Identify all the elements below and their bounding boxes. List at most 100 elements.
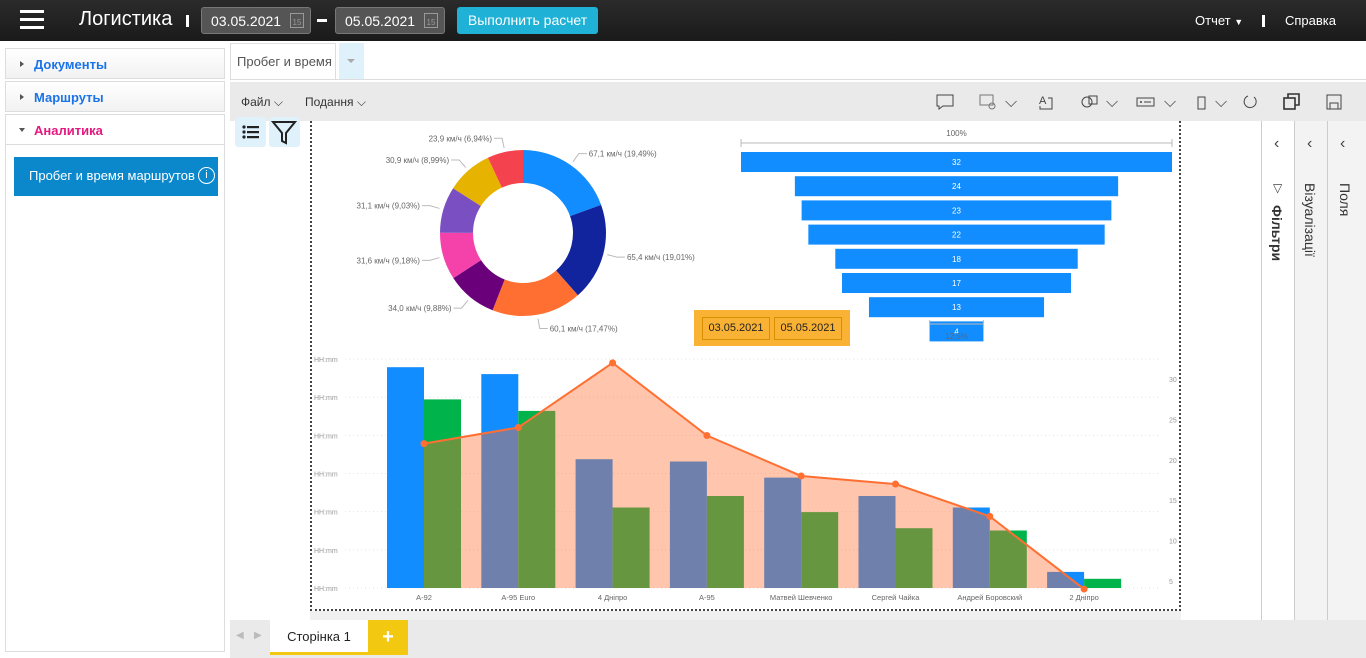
chevron-down-icon[interactable]: ⌵ bbox=[1106, 94, 1119, 111]
column-bar-blue bbox=[1047, 571, 1085, 588]
tab-dropdown-button[interactable] bbox=[339, 43, 364, 80]
nav-mileage-time-routes[interactable]: Пробег и время маршрутов i bbox=[14, 157, 218, 196]
scroll-left-icon[interactable]: ◀ bbox=[236, 630, 244, 641]
line-area-fill bbox=[424, 362, 1085, 590]
funnel-bar bbox=[741, 152, 1172, 172]
x-axis-tick: Матвей Шевченко bbox=[770, 593, 833, 602]
divider bbox=[230, 79, 1366, 80]
funnel-top-scale bbox=[740, 139, 1173, 147]
left-axis-tick: HH:mm bbox=[314, 433, 338, 440]
chevron-down-icon[interactable]: ⌵ bbox=[1005, 94, 1018, 111]
sidebar-item-label: Аналитика bbox=[34, 123, 103, 138]
save-icon[interactable] bbox=[1324, 92, 1344, 112]
sidebar-item-analytics[interactable]: Аналитика bbox=[5, 114, 225, 145]
funnel-bar-label: 32 bbox=[952, 158, 961, 167]
right-axis-tick: 5 bbox=[1169, 579, 1173, 586]
app-title: Логистика bbox=[79, 8, 173, 30]
funnel-bar bbox=[794, 176, 1119, 197]
donut-data-label: 65,4 км/ч (19,01%) bbox=[627, 253, 695, 262]
funnel-bar bbox=[842, 273, 1071, 293]
sidebar-item-documents[interactable]: Документы bbox=[5, 48, 225, 79]
add-page-button[interactable]: + bbox=[368, 620, 408, 655]
slicer-date-from[interactable]: 03.05.2021 bbox=[702, 317, 770, 340]
column-bar-blue bbox=[764, 477, 802, 588]
funnel-bar bbox=[929, 321, 984, 342]
view-menu[interactable]: Подання ⌵ bbox=[305, 95, 366, 110]
donut-leader-line bbox=[421, 257, 440, 261]
column-bar-blue bbox=[387, 367, 424, 588]
date-to-value: 05.05.2021 bbox=[345, 13, 416, 29]
comment-icon[interactable] bbox=[935, 92, 955, 112]
chevron-left-icon[interactable]: ‹ bbox=[1340, 135, 1346, 152]
file-menu[interactable]: Файл ⌵ bbox=[241, 95, 283, 110]
analytics-panel bbox=[5, 144, 225, 652]
visualizations-label: Візуалізації bbox=[1302, 183, 1318, 257]
line-point bbox=[892, 480, 899, 488]
list-icon bbox=[242, 125, 259, 139]
column-bar-blue bbox=[481, 374, 519, 588]
duplicate-icon[interactable] bbox=[1282, 92, 1302, 112]
scroll-right-icon[interactable]: ▶ bbox=[254, 630, 262, 641]
donut-data-label: 34,0 км/ч (9,88%) bbox=[388, 304, 452, 313]
visualizations-pane[interactable]: ‹ Візуалізації bbox=[1294, 121, 1327, 620]
calendar-icon[interactable]: 15 bbox=[290, 13, 304, 28]
left-axis-tick: HH:mm bbox=[314, 586, 338, 593]
x-axis-tick: 2 Дніпро bbox=[1069, 593, 1099, 602]
slicer-date-to[interactable]: 05.05.2021 bbox=[774, 317, 842, 340]
right-axis-tick: 15 bbox=[1169, 498, 1177, 505]
funnel-bar bbox=[808, 224, 1105, 245]
visual-insights-icon[interactable] bbox=[978, 92, 998, 112]
right-axis-tick: 30 bbox=[1169, 377, 1177, 384]
bookmarks-button[interactable] bbox=[235, 117, 266, 147]
column-bar-blue bbox=[952, 507, 990, 588]
filters-pane[interactable]: ‹ ▽ Фільтри bbox=[1261, 121, 1294, 620]
divider bbox=[186, 15, 189, 27]
caret-down-icon bbox=[19, 128, 25, 132]
sidebar-item-label: Маршруты bbox=[34, 90, 104, 105]
filter-button[interactable] bbox=[269, 117, 300, 147]
right-axis-tick: 20 bbox=[1169, 458, 1177, 465]
chevron-left-icon[interactable]: ‹ bbox=[1274, 135, 1280, 152]
date-to-input[interactable]: 05.05.2021 15 bbox=[335, 7, 445, 34]
column-bar-green bbox=[706, 496, 744, 588]
donut-leader-line bbox=[572, 153, 587, 163]
donut-data-label: 31,6 км/ч (9,18%) bbox=[357, 256, 421, 265]
left-axis-tick: HH:mm bbox=[314, 548, 338, 555]
filter-icon bbox=[270, 121, 298, 145]
text-box-icon[interactable]: A bbox=[1036, 92, 1056, 112]
shapes-icon[interactable] bbox=[1080, 92, 1100, 112]
sidebar-item-routes[interactable]: Маршруты bbox=[5, 81, 225, 112]
chevron-left-icon[interactable]: ‹ bbox=[1307, 135, 1313, 152]
view-menu-label: Подання bbox=[305, 95, 354, 109]
x-axis-tick: A-92 bbox=[416, 593, 432, 602]
donut-data-label: 23,9 км/ч (6,94%) bbox=[429, 134, 493, 143]
calendar-icon[interactable]: 15 bbox=[424, 13, 438, 28]
x-axis-tick: 4 Дніпро bbox=[598, 593, 628, 602]
date-from-input[interactable]: 03.05.2021 15 bbox=[201, 7, 311, 34]
page-size-icon[interactable] bbox=[1192, 92, 1212, 112]
page-tabs-bar: ◀ ▶ bbox=[230, 620, 1366, 658]
fields-pane[interactable]: ‹ Поля bbox=[1327, 121, 1366, 620]
caret-right-icon bbox=[20, 61, 24, 67]
menu-icon[interactable] bbox=[20, 10, 44, 30]
donut-leader-line bbox=[537, 318, 548, 330]
page-tab-1[interactable]: Сторінка 1 bbox=[270, 620, 368, 655]
funnel-bar-label: 17 bbox=[952, 279, 961, 288]
funnel-chart: 100% 32 24 23 22 18 17 13 412,5% bbox=[740, 129, 1173, 342]
info-icon[interactable]: i bbox=[198, 167, 215, 184]
run-calculation-button[interactable]: Выполнить расчет bbox=[457, 7, 598, 34]
funnel-bar-label: 13 bbox=[952, 303, 961, 312]
button-icon[interactable] bbox=[1136, 92, 1156, 112]
tab-mileage-time[interactable]: Пробег и время bbox=[230, 43, 336, 80]
x-axis-tick: A-95 Euro bbox=[501, 593, 535, 602]
help-link[interactable]: Справка bbox=[1285, 13, 1336, 28]
caret-down-icon: ▼ bbox=[1234, 17, 1244, 27]
date-slicer[interactable]: 03.05.2021 05.05.2021 bbox=[694, 310, 850, 346]
chevron-down-icon[interactable]: ⌵ bbox=[1215, 94, 1228, 111]
refresh-icon[interactable] bbox=[1240, 92, 1260, 112]
report-menu[interactable]: Отчет ▼ bbox=[1195, 13, 1243, 28]
chevron-down-icon[interactable]: ⌵ bbox=[1164, 94, 1177, 111]
filter-icon: ▽ bbox=[1273, 181, 1283, 195]
left-axis-tick: HH:mm bbox=[314, 357, 338, 364]
